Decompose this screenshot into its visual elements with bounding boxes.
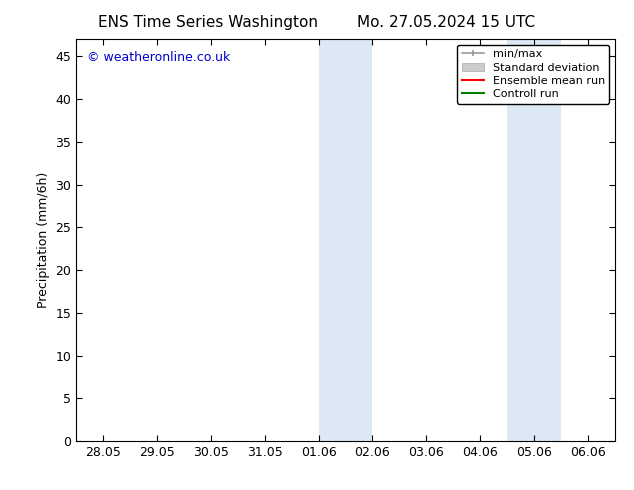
- Text: © weatheronline.co.uk: © weatheronline.co.uk: [87, 51, 230, 64]
- Bar: [319, 39, 373, 441]
- Y-axis label: Precipitation (mm/6h): Precipitation (mm/6h): [37, 172, 50, 308]
- Text: ENS Time Series Washington        Mo. 27.05.2024 15 UTC: ENS Time Series Washington Mo. 27.05.202…: [98, 15, 536, 30]
- Legend: min/max, Standard deviation, Ensemble mean run, Controll run: min/max, Standard deviation, Ensemble me…: [457, 45, 609, 104]
- Bar: [507, 39, 561, 441]
